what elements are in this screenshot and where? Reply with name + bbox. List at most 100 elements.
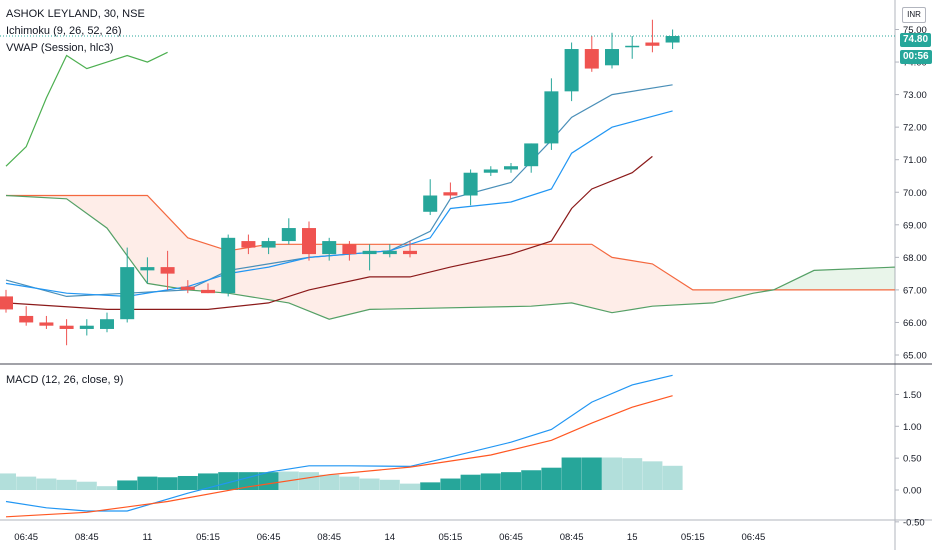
- time-tick-label: 15: [627, 532, 638, 543]
- ichimoku-lagging-line: [5, 51, 168, 167]
- macd-histogram-bar: [662, 465, 683, 490]
- candle-body[interactable]: [423, 195, 438, 212]
- symbol-legend: ASHOK LEYLAND, 30, NSE: [6, 8, 145, 20]
- candle-body[interactable]: [463, 172, 478, 196]
- macd-histogram-bar: [642, 461, 663, 490]
- candle-body[interactable]: [625, 45, 640, 48]
- candle-body[interactable]: [443, 192, 458, 196]
- candle-body[interactable]: [382, 250, 397, 255]
- price-tick-label: 70.00: [903, 188, 927, 199]
- candle-body[interactable]: [483, 169, 498, 173]
- currency-badge[interactable]: INR: [902, 7, 926, 23]
- ichimoku-span-b-line: [5, 194, 895, 320]
- candle-body[interactable]: [79, 325, 94, 329]
- candle-body[interactable]: [544, 91, 559, 144]
- candle-body[interactable]: [19, 315, 34, 323]
- time-tick-label: 08:45: [317, 532, 341, 543]
- macd-histogram-bar: [299, 472, 319, 490]
- price-tick-label: 71.00: [903, 155, 927, 166]
- macd-tick-label: 1.50: [903, 390, 922, 401]
- time-tick-label: 05:15: [681, 532, 705, 543]
- candle-body[interactable]: [59, 325, 74, 329]
- candle-body[interactable]: [100, 319, 114, 329]
- candle-body[interactable]: [362, 250, 377, 255]
- macd-histogram-bar: [76, 481, 97, 490]
- candle-body[interactable]: [564, 49, 579, 92]
- candle-body[interactable]: [241, 241, 256, 248]
- macd-histogram-bar: [521, 470, 542, 490]
- ichimoku-span-a-line: [6, 194, 895, 291]
- countdown-badge: 00:56: [900, 50, 932, 64]
- macd-histogram-bar: [359, 478, 380, 490]
- macd-histogram-bar: [379, 479, 400, 490]
- candle-body[interactable]: [160, 267, 175, 274]
- macd-histogram-bar: [460, 474, 481, 490]
- macd-tick-label: 1.00: [903, 422, 922, 433]
- ichimoku-legend[interactable]: Ichimoku (9, 26, 52, 26): [6, 25, 122, 37]
- price-tick-label: 69.00: [903, 220, 927, 231]
- macd-tick-label: 0.00: [903, 486, 922, 497]
- candle-body[interactable]: [302, 228, 316, 255]
- macd-histogram-bar: [258, 472, 279, 490]
- time-tick-label: 06:45: [499, 532, 523, 543]
- macd-histogram-bar: [218, 472, 239, 490]
- time-tick-label: 08:45: [560, 532, 584, 543]
- candle-body[interactable]: [524, 143, 539, 167]
- macd-histogram-bar: [16, 476, 37, 490]
- macd-histogram-bar: [117, 480, 138, 490]
- macd-histogram-bar: [581, 457, 602, 490]
- candle-body[interactable]: [140, 267, 155, 271]
- candle-body[interactable]: [39, 322, 54, 326]
- candle-body[interactable]: [180, 286, 195, 290]
- candle-body[interactable]: [342, 244, 357, 255]
- candle-body[interactable]: [665, 36, 680, 43]
- macd-histogram-bar: [501, 472, 521, 490]
- macd-histogram-bar: [36, 478, 57, 490]
- macd-histogram-bar: [137, 476, 158, 490]
- price-tick-label: 66.00: [903, 318, 927, 329]
- macd-signal-line: [5, 395, 673, 518]
- candle-body[interactable]: [645, 42, 660, 46]
- candle-body[interactable]: [120, 267, 135, 320]
- macd-histogram-bar: [56, 479, 77, 490]
- ichimoku-cloud-bullish: [778, 267, 895, 290]
- macd-histogram-bar: [198, 473, 218, 490]
- vwap-legend[interactable]: VWAP (Session, hlc3): [6, 42, 114, 54]
- vwap-line: [5, 155, 653, 310]
- candle-body[interactable]: [0, 296, 13, 310]
- candle-body[interactable]: [221, 237, 236, 294]
- price-tick-label: 73.00: [903, 90, 927, 101]
- candle-body[interactable]: [584, 49, 599, 69]
- macd-histogram-bar: [177, 475, 198, 490]
- candle-body[interactable]: [322, 241, 337, 255]
- time-tick-label: 08:45: [75, 532, 99, 543]
- time-tick-label: 06:45: [14, 532, 38, 543]
- candle-body[interactable]: [261, 241, 276, 248]
- macd-histogram-bar: [157, 477, 178, 490]
- macd-tick-label: -0.50: [903, 517, 925, 528]
- macd-histogram-bar: [622, 458, 643, 490]
- macd-histogram-bar: [420, 482, 441, 490]
- candle-body[interactable]: [504, 166, 518, 170]
- macd-histogram-bar: [97, 486, 117, 490]
- time-tick-label: 06:45: [257, 532, 281, 543]
- price-tick-label: 75.00: [903, 25, 927, 36]
- macd-histogram-bar: [440, 478, 461, 490]
- price-tick-label: 72.00: [903, 123, 927, 134]
- candle-body[interactable]: [605, 49, 619, 66]
- candle-body[interactable]: [201, 289, 215, 294]
- macd-histogram-bar: [541, 467, 562, 490]
- macd-line: [5, 374, 673, 512]
- time-tick-label: 11: [142, 532, 152, 543]
- candle-body[interactable]: [281, 228, 296, 242]
- macd-legend[interactable]: MACD (12, 26, close, 9): [6, 374, 124, 386]
- price-tick-label: 67.00: [903, 285, 927, 296]
- time-tick-label: 05:15: [439, 532, 463, 543]
- candle-body[interactable]: [403, 250, 417, 255]
- macd-tick-label: 0.50: [903, 454, 922, 465]
- last-price-badge: 74.80: [900, 33, 932, 47]
- macd-histogram-bar: [319, 474, 340, 490]
- price-tick-label: 68.00: [903, 253, 927, 264]
- macd-histogram-bar: [602, 457, 622, 490]
